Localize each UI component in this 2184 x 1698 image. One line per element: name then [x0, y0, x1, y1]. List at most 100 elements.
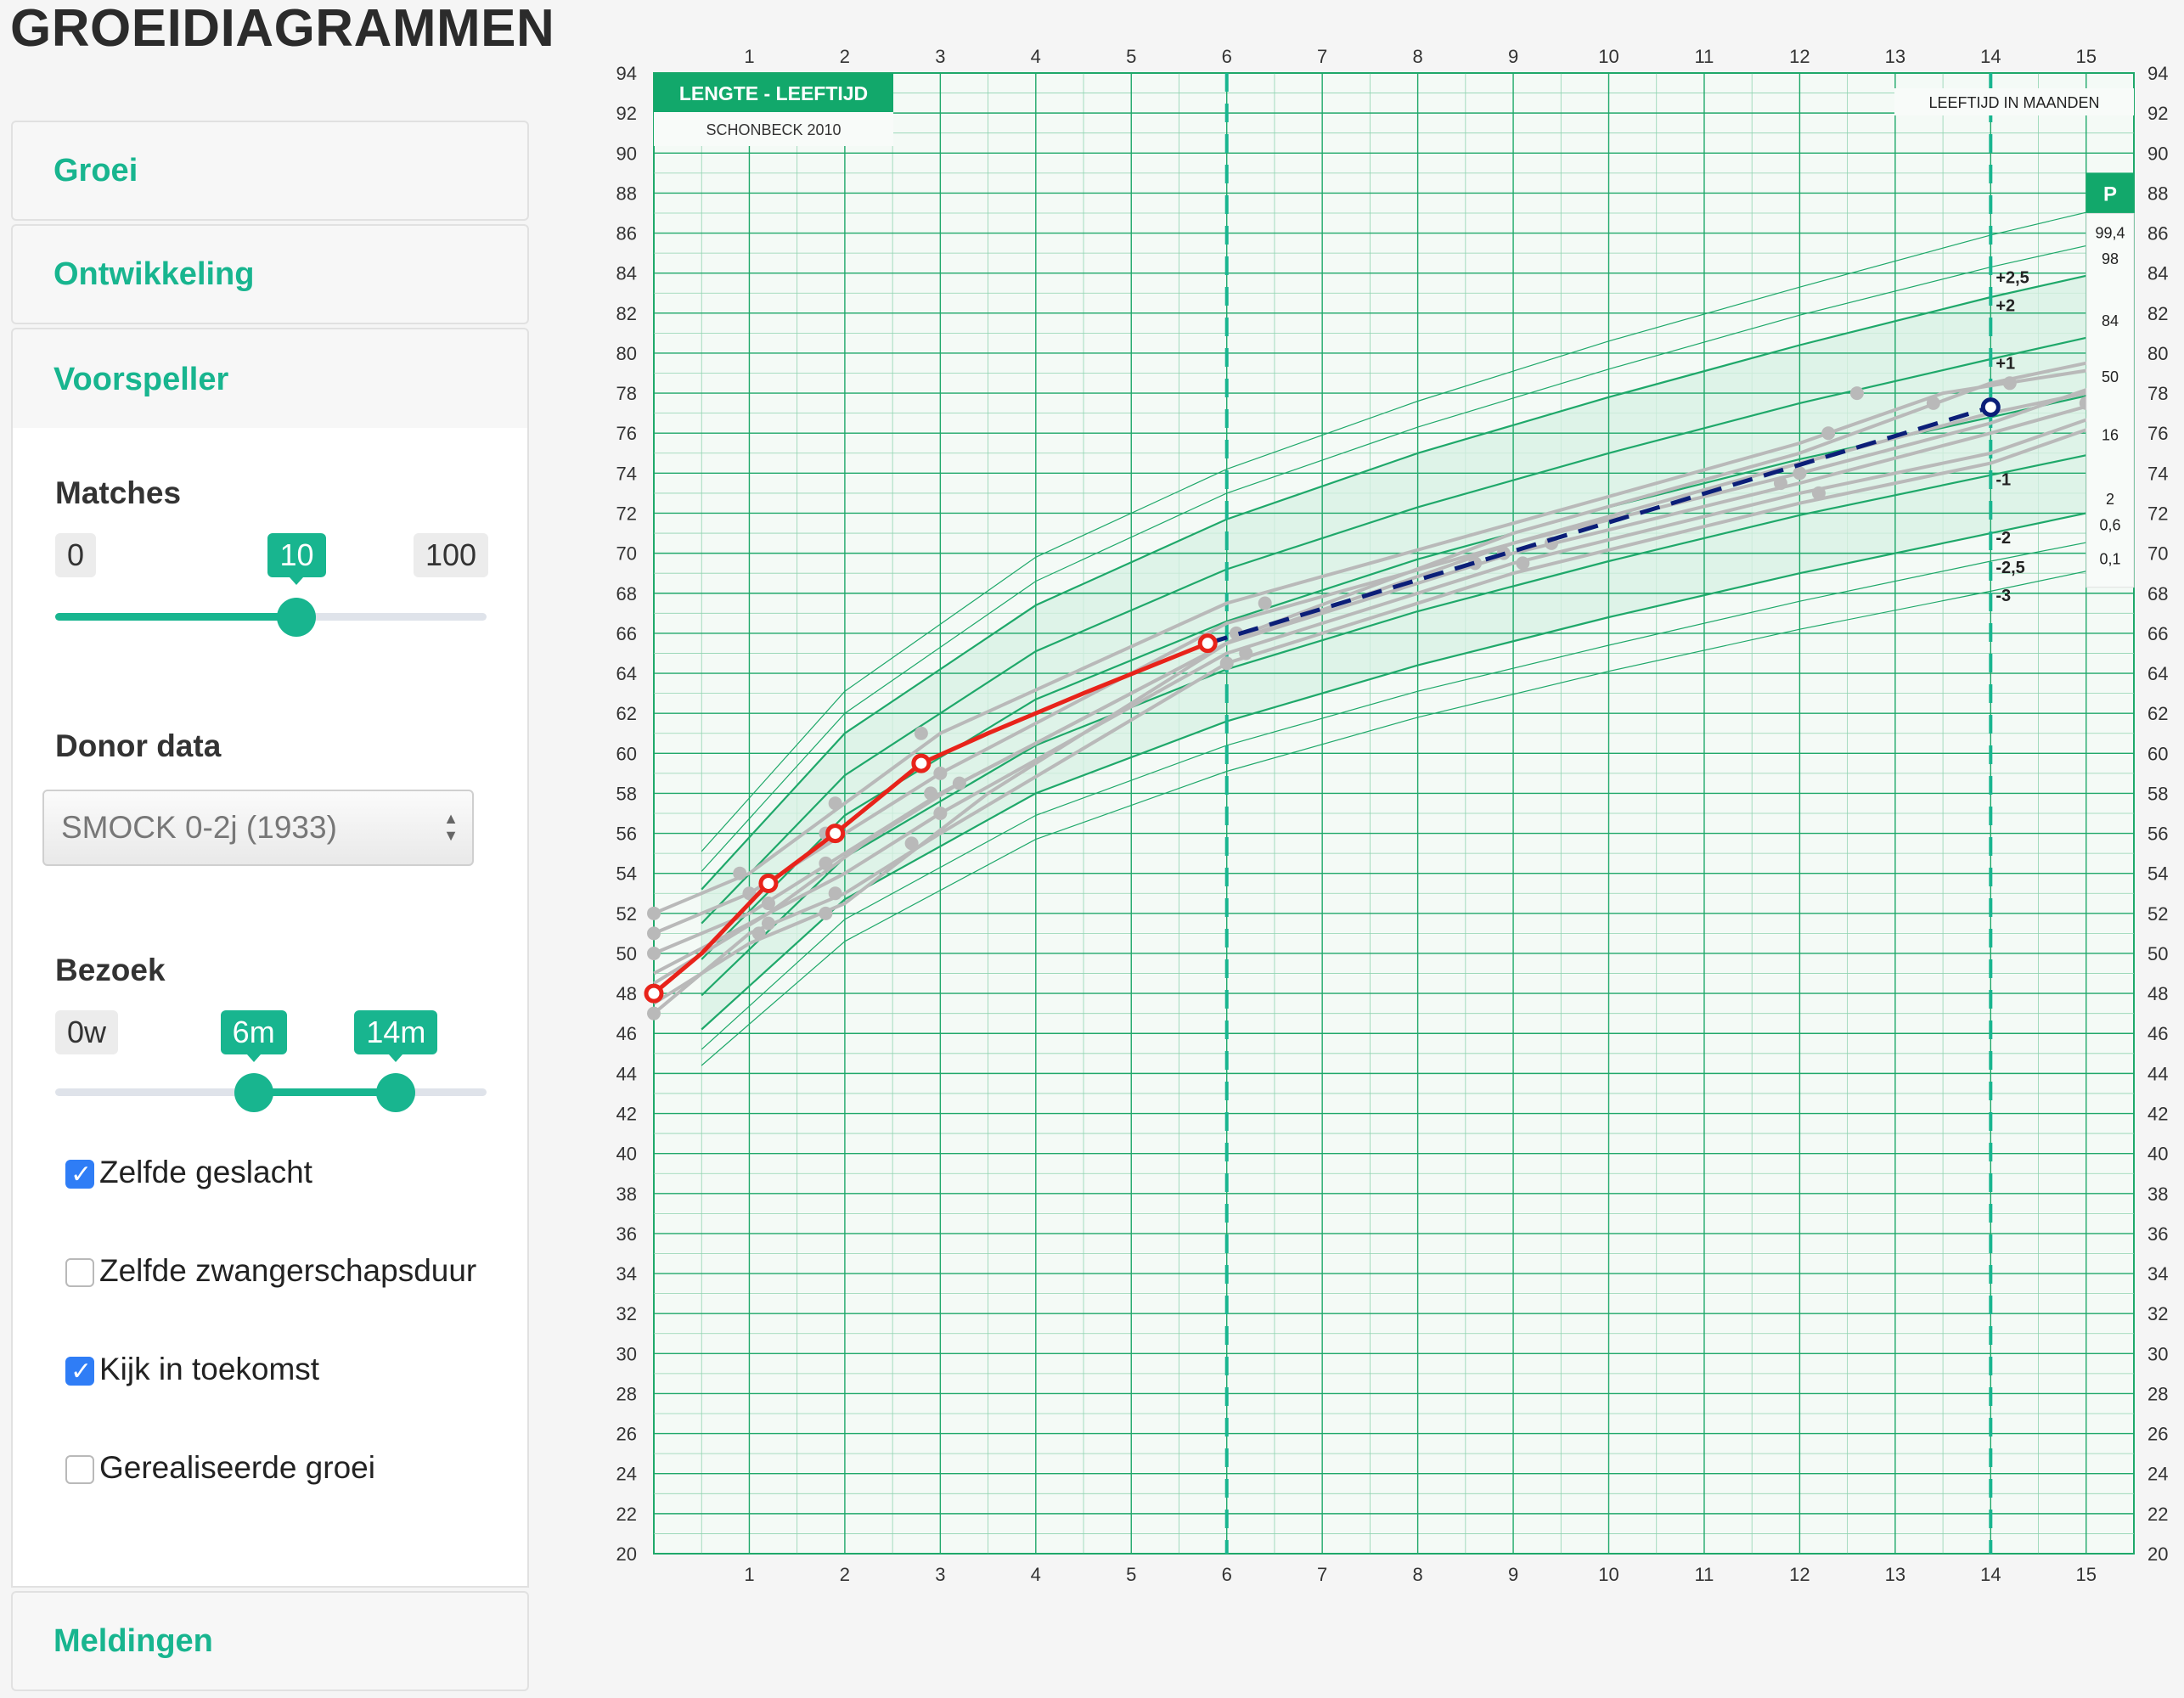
y-tick-label-right: 50 [2147, 943, 2168, 964]
donor-point [933, 766, 948, 780]
y-tick-label-right: 66 [2147, 623, 2168, 644]
x-tick-label-bottom: 7 [1317, 1564, 1327, 1585]
donor-point [904, 836, 919, 851]
y-tick-label-right: 86 [2147, 223, 2168, 245]
panel-groei[interactable]: Groei [11, 121, 529, 221]
zelfde-zwangerschapsduur-label: Zelfde zwangerschapsduur [99, 1253, 477, 1288]
sds-curve [701, 532, 2135, 1050]
percentile-label: 50 [2102, 368, 2119, 385]
y-tick-label-left: 62 [616, 703, 637, 724]
chart-header: LENGTE - LEEFTIJD SCHONBECK 2010 LEEFTIJ… [654, 73, 2134, 146]
panel-voorspeller-label: Voorspeller [53, 362, 229, 397]
panel-ontwikkeling[interactable]: Ontwikkeling [11, 224, 529, 324]
y-tick-label-left: 36 [616, 1223, 637, 1245]
gerealiseerde-groei-checkbox[interactable] [65, 1455, 94, 1484]
percentile-label: 0,6 [2099, 517, 2120, 534]
percentile-header-box [2086, 172, 2134, 214]
y-tick-label-left: 54 [616, 863, 637, 885]
y-tick-label-right: 78 [2147, 383, 2168, 404]
percentile-column [2085, 212, 2135, 588]
select-arrows-icon: ▲ ▼ [443, 810, 459, 844]
y-tick-label-left: 28 [616, 1383, 637, 1404]
panel-voorspeller[interactable]: Voorspeller [11, 328, 529, 430]
observed-point [911, 753, 932, 773]
y-tick-label-left: 94 [616, 63, 637, 84]
y-tick-label-left: 38 [616, 1184, 637, 1205]
y-tick-label-left: 30 [616, 1343, 637, 1364]
donor-data-selected: SMOCK 0-2j (1933) [61, 810, 337, 845]
donor-point [1239, 646, 1253, 661]
x-tick-label-top: 5 [1126, 46, 1136, 67]
y-tick-label-right: 54 [2147, 863, 2168, 885]
y-tick-label-right: 76 [2147, 423, 2168, 444]
donor-point [1821, 426, 1836, 441]
x-tick-label-bottom: 12 [1789, 1564, 1810, 1585]
zelfde-geslacht-label: Zelfde geslacht [99, 1155, 312, 1189]
y-tick-label-right: 46 [2147, 1023, 2168, 1044]
panel-meldingen[interactable]: Meldingen [11, 1591, 529, 1691]
matches-slider-handle[interactable] [277, 598, 317, 637]
y-tick-label-left: 70 [616, 543, 637, 565]
x-tick-label-bottom: 5 [1126, 1564, 1136, 1585]
donor-point [733, 866, 747, 880]
major-grid [654, 72, 2134, 1555]
donor-point [647, 946, 661, 960]
donor-point [828, 796, 842, 811]
y-tick-label-right: 82 [2147, 303, 2168, 324]
matches-slider-fill [55, 613, 297, 621]
chart-subtitle-box [654, 112, 893, 146]
bezoek-to-handle[interactable] [376, 1073, 416, 1112]
y-tick-label-right: 58 [2147, 783, 2168, 804]
x-axis-label-box [1894, 88, 2134, 115]
y-tick-label-left: 48 [616, 983, 637, 1004]
y-tick-label-left: 84 [616, 263, 637, 284]
observed-line [652, 641, 1209, 996]
y-tick-label-right: 64 [2147, 663, 2168, 684]
y-tick-label-right: 28 [2147, 1383, 2168, 1404]
y-tick-label-left: 82 [616, 303, 637, 324]
donor-curve [653, 402, 2135, 976]
percentile-label: 16 [2102, 427, 2119, 444]
x-tick-label-top: 12 [1789, 46, 1810, 67]
donor-point [2002, 376, 2017, 391]
x-tick-label-top: 3 [935, 46, 945, 67]
zelfde-zwangerschapsduur-checkbox[interactable] [65, 1258, 94, 1287]
y-tick-label-right: 34 [2147, 1263, 2168, 1285]
y-tick-label-right: 52 [2147, 903, 2168, 925]
zelfde-geslacht-checkbox[interactable] [65, 1160, 94, 1189]
matches-max: 100 [414, 533, 489, 577]
right-annotations: +2,5 +2 +1 -1 -2 -2,5 -3 P 99,4 98 84 50 16 2 0,6 0,1 [1995, 172, 2135, 605]
donor-point [1516, 556, 1530, 571]
visit-markers [1224, 73, 1993, 1554]
sds-curve [701, 502, 2135, 1031]
y-tick-label-right: 24 [2147, 1464, 2168, 1485]
donor-point [761, 897, 775, 911]
y-tick-label-left: 32 [616, 1303, 637, 1324]
panel-ontwikkeling-label: Ontwikkeling [53, 256, 255, 292]
y-tick-label-right: 80 [2147, 343, 2168, 364]
x-tick-label-top: 11 [1695, 46, 1714, 67]
x-tick-label-bottom: 8 [1412, 1564, 1422, 1585]
sds-curve [701, 264, 2135, 891]
chart-subtitle: SCHONBECK 2010 [706, 121, 841, 138]
donor-data-label: Donor data [55, 728, 222, 763]
y-tick-label-left: 56 [616, 824, 637, 845]
donor-data-select[interactable]: SMOCK 0-2j (1933) ▲ ▼ [42, 790, 474, 866]
predicted-point [1980, 397, 2001, 418]
x-tick-label-bottom: 1 [744, 1564, 754, 1585]
bezoek-from-handle[interactable] [234, 1073, 273, 1112]
bezoek-label: Bezoek [55, 953, 166, 987]
y-tick-label-right: 38 [2147, 1184, 2168, 1205]
x-tick-label-bottom: 3 [935, 1564, 945, 1585]
sds-label: +1 [1995, 355, 2015, 374]
donor-point [924, 786, 938, 801]
y-tick-label-left: 44 [616, 1063, 637, 1084]
donor-point [933, 807, 948, 820]
x-tick-label-top: 14 [1980, 46, 2001, 67]
y-tick-label-left: 34 [616, 1263, 637, 1285]
kijk-in-toekomst-checkbox[interactable] [65, 1357, 94, 1386]
y-tick-label-left: 52 [616, 903, 637, 925]
x-tick-label-top: 8 [1412, 46, 1422, 67]
predicted-line [1207, 405, 1992, 646]
